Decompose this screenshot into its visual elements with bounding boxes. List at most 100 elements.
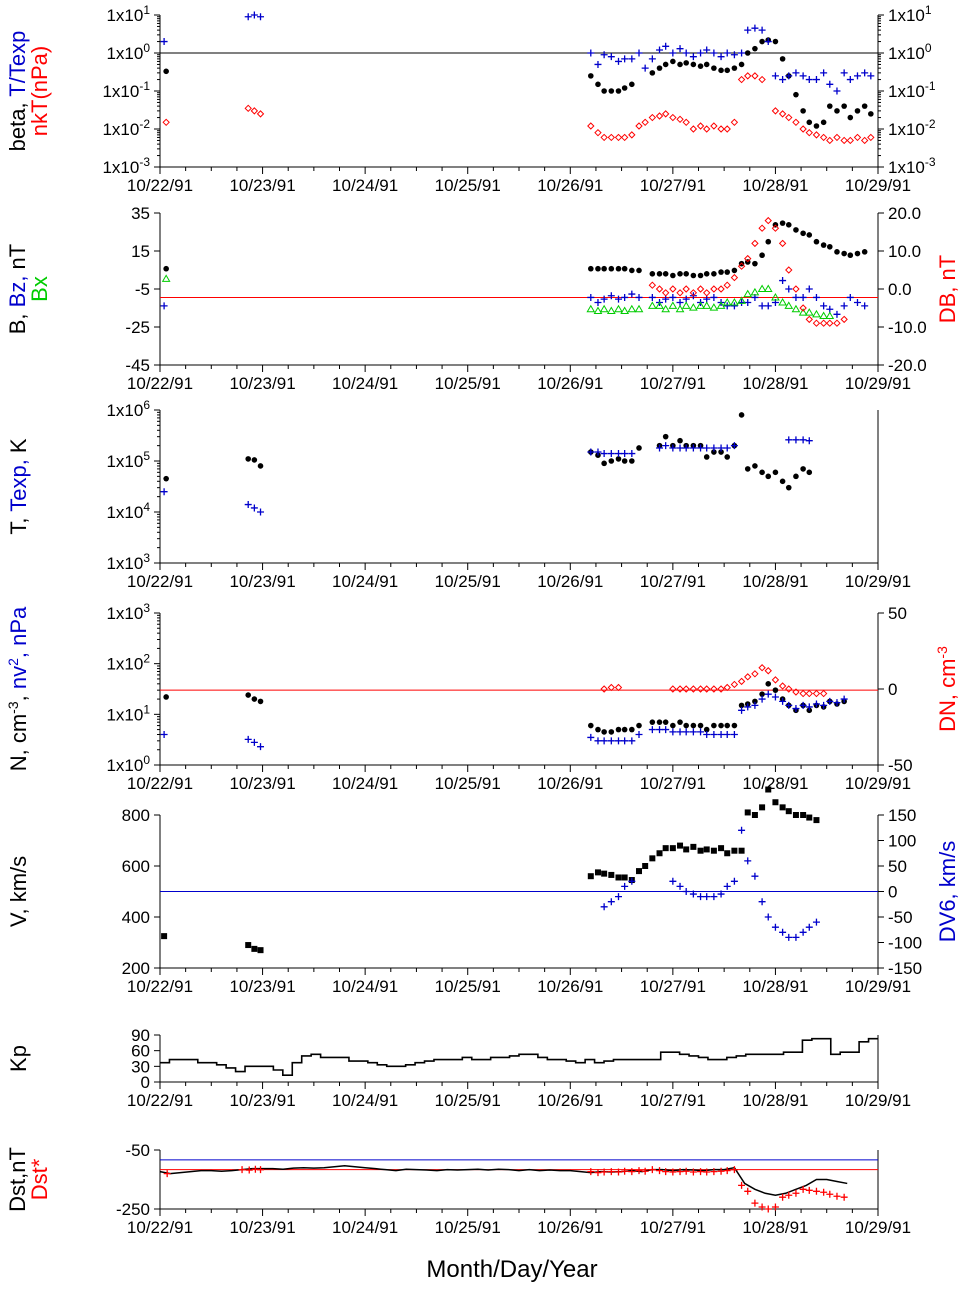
data-point [759,252,765,259]
data-point [833,133,841,142]
data-point [662,1168,670,1176]
data-point [758,224,766,232]
x-tick-label: 10/29/91 [845,774,911,793]
data-point [163,475,169,482]
data-point [710,49,718,57]
y-axis-label: beta, T/Texp [5,31,30,152]
x-tick-label: 10/28/91 [742,977,808,996]
data-point [800,230,806,237]
data-point [771,693,779,701]
right-y-tick-label: 1x101 [888,3,932,25]
data-point [710,730,718,738]
data-point [601,88,607,94]
right-y-tick-label: 100 [888,832,916,851]
data-point [587,733,595,741]
data-point [676,444,684,452]
data-point [724,454,731,460]
data-point [724,850,731,857]
data-point [634,304,644,313]
data-point [723,683,731,692]
x-tick-label: 10/28/91 [742,176,808,195]
data-point [799,125,807,133]
data-point [669,444,677,452]
data-point [764,667,772,675]
data-point [697,847,704,854]
data-point [785,484,792,491]
data-point [641,118,649,127]
data-point [600,295,608,303]
data-point [744,809,751,816]
data-point [723,49,731,57]
data-point [792,933,800,941]
data-point [683,722,689,729]
data-point [730,877,738,885]
data-point [250,504,258,512]
data-point [812,319,821,327]
series-dn [600,664,828,698]
data-point [800,466,806,472]
data-point [826,319,834,327]
data-point [257,508,265,516]
data-point [813,123,820,129]
data-point [744,72,752,80]
x-tick-label: 10/28/91 [742,1091,808,1110]
data-point [614,1168,622,1176]
data-point [820,1188,828,1196]
data-point [677,271,683,277]
data-point [861,103,868,109]
data-point [820,242,827,248]
data-point [841,103,847,109]
data-point [669,49,677,57]
kp-line [160,1037,878,1077]
data-point [834,249,840,255]
data-point [163,1170,171,1178]
data-point [759,804,766,811]
data-point [751,72,759,80]
data-point [607,1168,615,1176]
data-point [615,726,622,733]
panel-velocity: 10/22/91 10/23/91 10/24/91 10/25/91 10/26/91… [6,786,960,996]
data-point [785,701,793,709]
data-point [608,729,615,735]
data-point [689,303,698,311]
x-tick-label: 10/23/91 [229,1091,295,1110]
x-tick-label: 10/25/91 [435,977,501,996]
data-point [861,302,869,310]
x-tick-label: 10/28/91 [742,1218,808,1237]
y-tick-label: -5 [135,280,150,299]
data-point [750,287,760,296]
data-point [793,473,799,480]
data-point [656,850,663,857]
data-point [629,726,635,733]
data-point [661,304,671,313]
data-point [607,292,615,300]
data-point [600,903,608,911]
data-point [600,450,608,458]
y-tick-label: 1x10-2 [102,117,150,139]
data-point [614,133,623,142]
data-point [800,812,807,818]
data-point [819,311,829,320]
data-point [690,272,697,279]
x-tick-label: 10/29/91 [845,374,911,393]
data-point [744,673,752,681]
data-point [656,271,663,277]
data-point [656,719,663,725]
data-point [607,898,615,906]
data-point [710,285,718,293]
data-point [718,269,724,275]
right-y-tick-label: 0 [888,680,897,699]
data-point [744,254,752,263]
x-tick-label: 10/23/91 [229,774,295,793]
data-point [799,1185,807,1193]
data-point [702,685,711,693]
data-point [744,857,752,865]
data-point [711,449,717,455]
data-point [812,1187,820,1195]
x-tick-label: 10/23/91 [229,977,295,996]
data-point [703,61,710,68]
right-y-tick-label: -50 [888,908,913,927]
data-point [703,893,711,901]
data-point [826,1190,834,1198]
data-point [621,882,629,890]
